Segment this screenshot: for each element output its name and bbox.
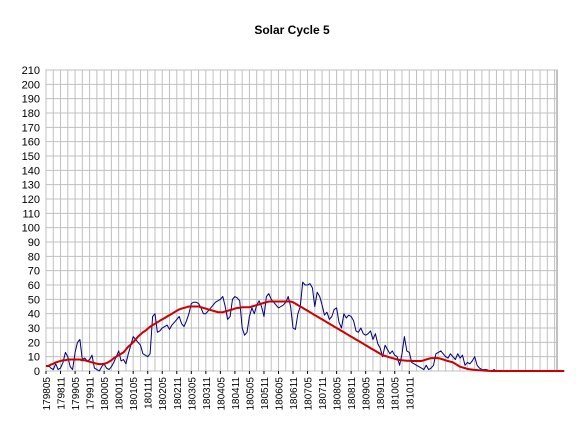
x-tick-label: 180911	[376, 377, 387, 410]
x-tick-label: 180605	[274, 377, 285, 411]
y-tick-label: 100	[22, 223, 40, 235]
x-tick-label: 180105	[129, 377, 140, 411]
x-tick-label: 180711	[318, 377, 329, 410]
plot-background	[46, 70, 557, 371]
y-tick-label: 130	[22, 180, 40, 192]
y-tick-label: 170	[22, 122, 40, 134]
y-tick-label: 210	[22, 65, 40, 77]
x-tick-label: 180111	[144, 377, 155, 409]
x-tick-label: 179811	[57, 377, 68, 410]
x-tick-label: 180805	[333, 377, 344, 411]
y-tick-label: 40	[28, 309, 40, 321]
x-tick-label: 180705	[304, 377, 315, 411]
x-axis-ticks: 179805 179811 179905 179911 180005 180011 1801…	[42, 371, 416, 410]
x-tick-label: 180011	[115, 377, 126, 410]
y-tick-label: 20	[28, 337, 40, 349]
y-tick-label: 120	[22, 194, 40, 206]
y-tick-label: 60	[28, 280, 40, 292]
y-tick-label: 10	[28, 352, 40, 364]
x-tick-label: 181011	[405, 377, 416, 410]
x-tick-label: 180405	[216, 377, 227, 411]
y-axis-ticks: 0 10 20 30 40 50 60 70 80 90 100 110 120 130 140 150 160…	[22, 65, 40, 378]
y-tick-label: 0	[34, 366, 40, 378]
y-tick-label: 90	[28, 237, 40, 249]
x-tick-label: 180505	[245, 377, 256, 411]
x-tick-label: 179805	[42, 377, 53, 411]
x-tick-label: 180305	[187, 377, 198, 411]
plot-area	[45, 69, 558, 372]
x-tick-label: 180311	[202, 377, 213, 410]
x-tick-label: 181005	[391, 377, 402, 411]
x-tick-label: 180211	[173, 377, 184, 410]
y-tick-label: 150	[22, 151, 40, 163]
y-tick-label: 80	[28, 251, 40, 263]
y-tick-label: 110	[22, 208, 40, 220]
y-tick-label: 160	[22, 137, 40, 149]
x-tick-label: 179905	[71, 377, 82, 411]
y-tick-label: 190	[22, 94, 40, 106]
grid-lines	[45, 69, 557, 372]
x-tick-label: 180205	[158, 377, 169, 411]
y-tick-label: 200	[22, 79, 40, 91]
x-tick-label: 180811	[347, 377, 358, 410]
y-tick-label: 30	[28, 323, 40, 335]
y-tick-label: 140	[22, 165, 40, 177]
y-tick-label: 50	[28, 294, 40, 306]
chart-title: Solar Cycle 5	[254, 23, 330, 37]
x-tick-label: 180411	[231, 377, 242, 410]
x-tick-label: 180905	[362, 377, 373, 411]
smoothed-series-line	[46, 300, 565, 372]
x-tick-label: 180611	[289, 377, 300, 410]
series-lines	[45, 281, 565, 372]
y-tick-label: 70	[28, 266, 40, 278]
x-tick-label: 180511	[260, 377, 271, 410]
x-tick-label: 179911	[86, 377, 97, 410]
y-tick-label: 180	[22, 108, 40, 120]
x-tick-label: 180005	[100, 377, 111, 411]
